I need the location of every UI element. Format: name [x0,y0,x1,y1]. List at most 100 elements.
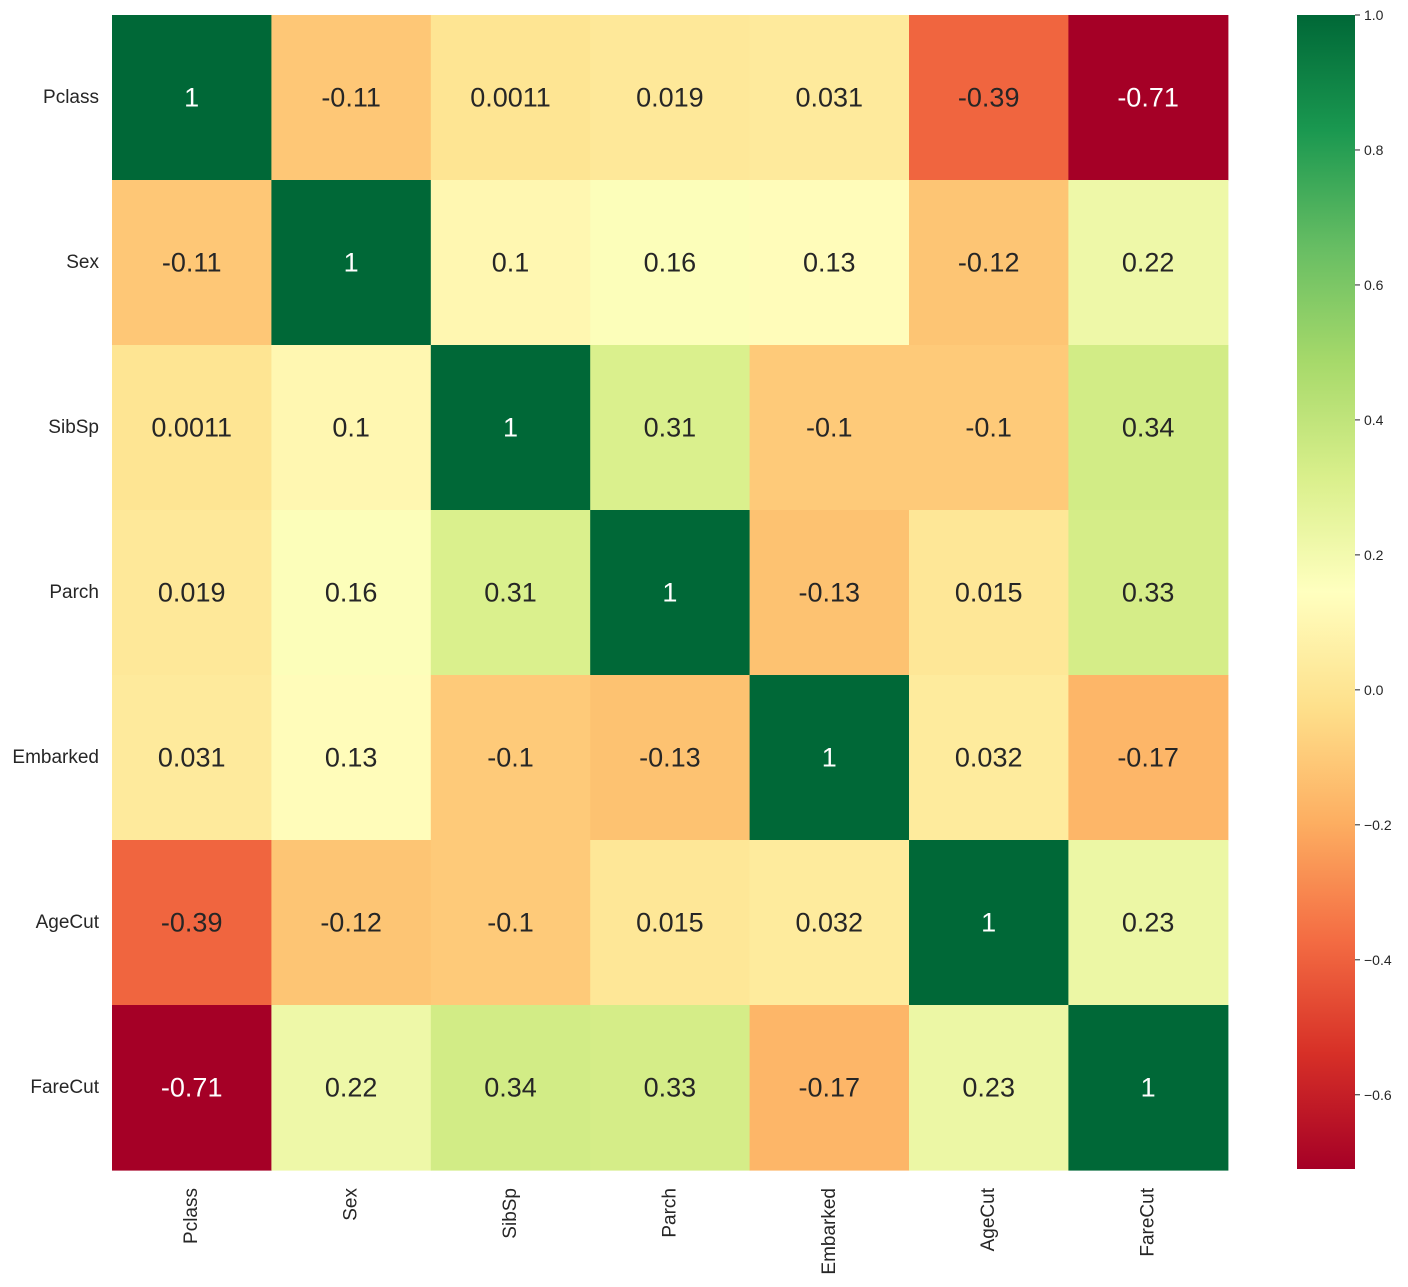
cell-annotation-6-4: -0.17 [799,1073,861,1103]
heatmap-cell-2-2 [430,345,591,511]
heatmap-cell-2-0 [112,345,272,511]
cell-annotation-6-6: 1 [1141,1073,1156,1103]
heatmap-cell-5-6 [1068,840,1229,1006]
cell-annotation-1-6: 0.22 [1122,248,1175,278]
colorbar-tick-label-2: 0.6 [1364,277,1384,293]
heatmap-cell-4-5 [909,675,1069,841]
heatmap-cell-1-3 [590,180,751,346]
heatmap-cell-3-0 [112,510,272,676]
cell-annotation-4-0: 0.031 [158,743,226,773]
x-tick-label-6: FareCut [1138,1187,1159,1256]
cell-annotation-3-5: 0.015 [955,578,1023,608]
heatmap-cell-5-2 [430,840,591,1006]
x-tick-label-0: Pclass [181,1188,202,1244]
cell-annotation-1-4: 0.13 [803,248,856,278]
x-tick-label-5: AgeCut [978,1187,999,1251]
cell-annotation-4-4: 1 [822,743,837,773]
heatmap-cell-3-4 [749,510,910,676]
heatmap-cell-3-1 [271,510,432,676]
cell-annotation-4-6: -0.17 [1117,743,1179,773]
heatmap-cell-4-3 [590,675,751,841]
heatmap-cell-2-5 [909,345,1069,511]
x-tick-label-3: Parch [659,1188,680,1238]
heatmap-cell-6-1 [271,1005,432,1171]
cell-annotation-5-6: 0.23 [1122,908,1175,938]
heatmap-cell-1-0 [112,180,272,346]
colorbar: 1.0 0.8 0.6 0.4 0.2 0.0 −0.2 −0.4 −0.6 [1297,7,1392,1169]
cell-annotation-2-1: 0.1 [332,413,370,443]
heatmap-cell-6-3 [590,1005,751,1171]
colorbar-tick-label-7: −0.4 [1364,952,1392,968]
heatmap-cell-0-4 [749,15,910,181]
x-tick-label-1: Sex [341,1188,362,1221]
cell-annotation-3-3: 1 [662,578,677,608]
cell-annotation-6-1: 0.22 [325,1073,378,1103]
heatmap-cell-1-2 [430,180,591,346]
cell-annotation-5-2: -0.1 [487,908,534,938]
heatmap-cell-0-3 [590,15,751,181]
cell-annotation-0-2: 0.0011 [470,83,551,113]
cell-annotation-1-5: -0.12 [958,248,1020,278]
heatmap-cell-5-5 [909,840,1069,1006]
cell-annotation-1-0: -0.11 [162,248,222,278]
cell-annotation-4-5: 0.032 [955,743,1023,773]
cell-annotation-6-5: 0.23 [962,1073,1015,1103]
heatmap-cell-3-5 [909,510,1069,676]
y-tick-label-5: AgeCut [36,912,100,933]
heatmap-cell-5-1 [271,840,432,1006]
cell-annotation-6-3: 0.33 [644,1073,697,1103]
cell-annotation-2-2: 1 [503,413,518,443]
x-tick-label-4: Embarked [819,1188,840,1275]
colorbar-tick-label-6: −0.2 [1364,817,1392,833]
colorbar-gradient [1297,15,1355,1169]
heatmap-cell-4-4 [749,675,910,841]
y-tick-label-6: FareCut [30,1077,99,1098]
heatmap-cell-5-0 [112,840,272,1006]
heatmap-cell-0-1 [271,15,432,181]
cell-annotation-0-6: -0.71 [1117,83,1179,113]
cell-annotation-5-3: 0.015 [636,908,704,938]
y-tick-label-4: Embarked [12,747,99,768]
heatmap-cell-5-3 [590,840,751,1006]
x-tick-labels: Pclass Sex SibSp Parch Embarked AgeCut FareCut [181,1187,1158,1274]
cell-annotation-4-3: -0.13 [639,743,701,773]
heatmap-cell-1-6 [1068,180,1229,346]
cell-annotation-6-0: -0.71 [161,1073,223,1103]
heatmap-cell-6-5 [909,1005,1069,1171]
cell-annotation-3-0: 0.019 [158,578,226,608]
cell-annotation-1-3: 0.16 [644,248,697,278]
heatmap-cell-4-2 [430,675,591,841]
heatmap-cell-4-0 [112,675,272,841]
cell-annotation-0-3: 0.019 [636,83,704,113]
colorbar-tick-label-3: 0.4 [1364,412,1384,428]
heatmap-cell-6-2 [430,1005,591,1171]
cell-annotation-3-6: 0.33 [1122,578,1175,608]
cell-annotation-5-0: -0.39 [161,908,223,938]
heatmap-cell-5-4 [749,840,910,1006]
cell-annotation-5-5: 1 [981,908,996,938]
heatmap-cell-3-3 [590,510,751,676]
cell-annotation-2-3: 0.31 [644,413,697,443]
cell-annotation-4-1: 0.13 [325,743,378,773]
heatmap-cell-0-0 [112,15,272,181]
y-tick-label-3: Parch [49,582,99,603]
cell-annotation-4-2: -0.1 [487,743,534,773]
heatmap-cells [112,15,1229,1171]
heatmap-cell-0-5 [909,15,1069,181]
heatmap-cell-3-6 [1068,510,1229,676]
cell-annotation-2-4: -0.1 [806,413,853,443]
cell-annotation-3-2: 0.31 [484,578,537,608]
heatmap-cell-1-1 [271,180,432,346]
heatmap-cell-6-6 [1068,1005,1229,1171]
y-tick-labels: Pclass Sex SibSp Parch Embarked AgeCut FareCut [12,87,99,1098]
cell-annotation-1-1: 1 [344,248,359,278]
y-tick-label-2: SibSp [48,417,99,438]
colorbar-tick-label-8: −0.6 [1364,1087,1392,1103]
cell-annotation-2-6: 0.34 [1122,413,1175,443]
cell-annotation-0-4: 0.031 [796,83,864,113]
cell-annotation-6-2: 0.34 [484,1073,537,1103]
heatmap-cell-2-3 [590,345,751,511]
cell-annotation-0-1: -0.11 [321,83,381,113]
